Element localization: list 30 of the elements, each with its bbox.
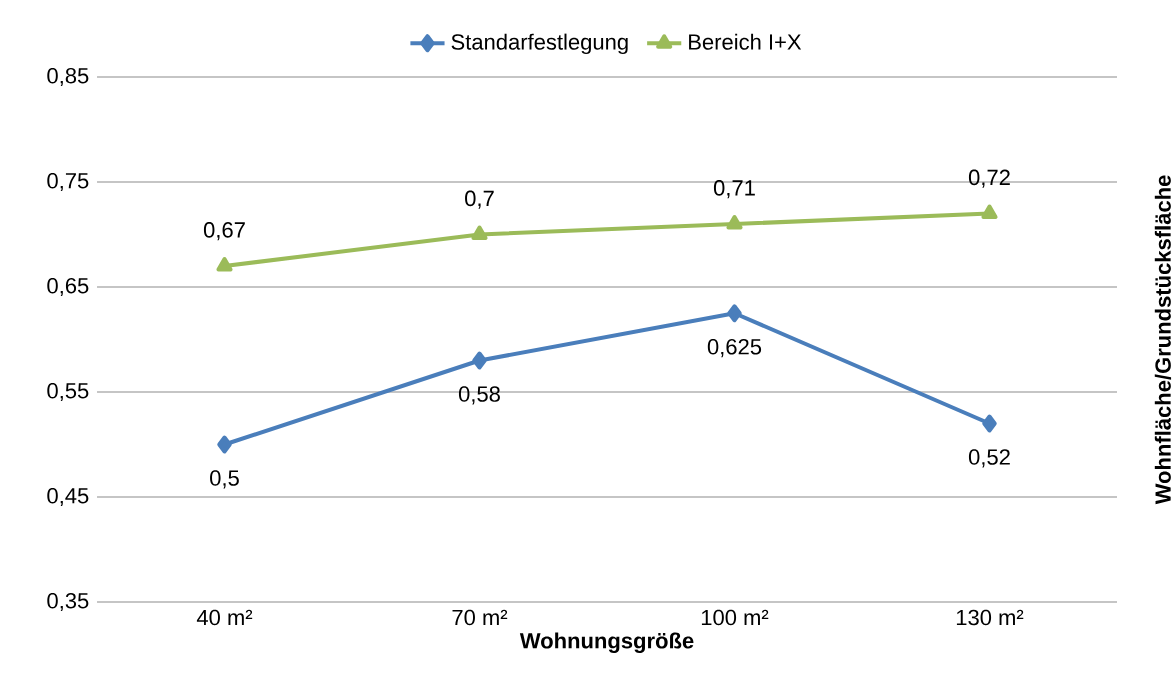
x-tick-label: 40 m²: [196, 609, 253, 626]
data-label: 0,67: [203, 222, 245, 241]
y-tick-label: 0,55: [47, 382, 89, 402]
point: [726, 215, 743, 230]
y-tick-label: 0,65: [47, 277, 89, 297]
data-label: 0,5: [210, 470, 239, 489]
y-tick-label: 0,45: [47, 487, 89, 507]
point: [981, 204, 998, 220]
x-tick-label: 70 m²: [452, 609, 508, 626]
data-label: 0,58: [458, 386, 500, 405]
point: [472, 351, 487, 370]
point: [471, 225, 488, 241]
point: [217, 435, 232, 454]
y-tick-label: 0,35: [47, 592, 89, 612]
legend-label: Standarfestlegung: [451, 33, 628, 55]
data-label: 0,71: [713, 180, 755, 199]
data-label: 0,72: [968, 169, 1010, 188]
x-axis-title: Wohnungsgröße: [519, 632, 694, 653]
data-label: 0,7: [465, 190, 494, 209]
y-tick-label: 0,85: [47, 67, 89, 87]
data-label: 0,625: [707, 339, 762, 358]
legend-label: Bereich I+X: [689, 33, 802, 50]
x-tick-label: 100 m²: [701, 609, 769, 626]
point: [216, 257, 233, 272]
point: [727, 304, 742, 323]
point: [982, 414, 997, 433]
y-tick-label: 0,75: [47, 172, 89, 192]
y-axis-title: Wohnfläche/Grundstücksfläche: [1154, 175, 1172, 505]
data-label: 0,52: [968, 449, 1010, 468]
x-tick-label: 130 m²: [956, 609, 1024, 626]
